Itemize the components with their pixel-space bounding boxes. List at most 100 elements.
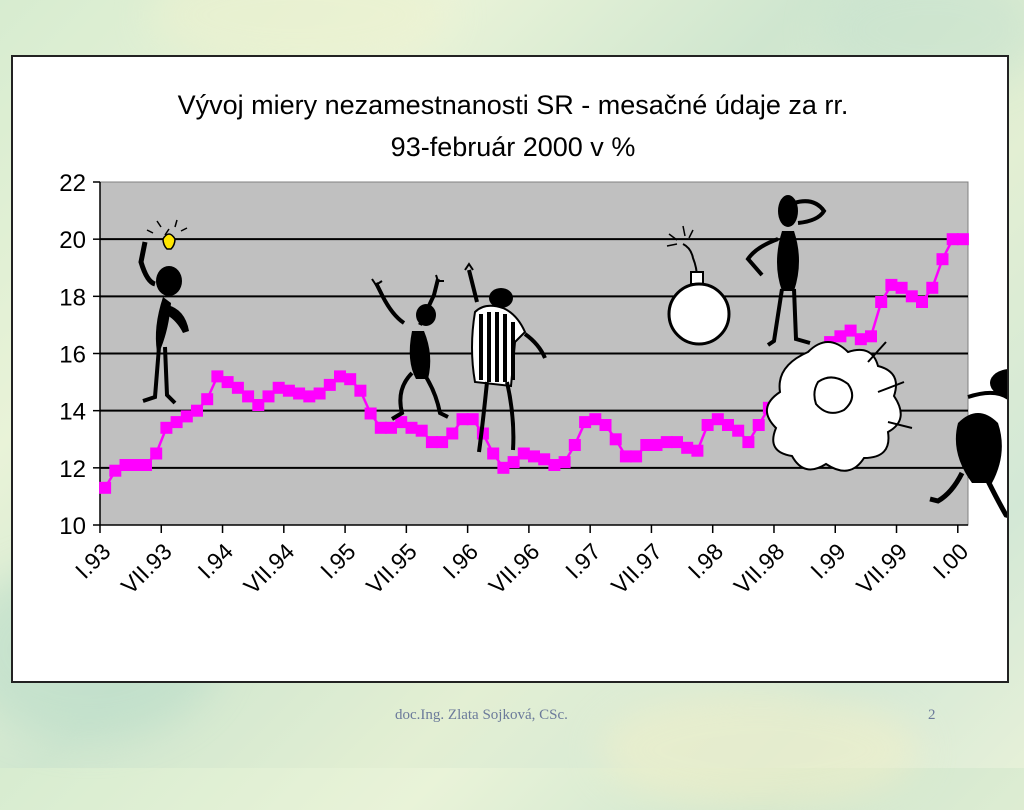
y-tick-label: 14 — [59, 399, 86, 426]
x-tick-label: I.93 — [70, 538, 116, 584]
data-point — [722, 419, 734, 431]
data-point — [936, 253, 949, 266]
data-point — [221, 376, 234, 389]
data-point — [252, 399, 265, 411]
data-point — [191, 404, 203, 417]
data-point — [150, 447, 163, 460]
chart-title-line-1: Vývoj miery nezamestnanosti SR - mesačné… — [178, 90, 849, 120]
x-tick-label: I.99 — [805, 538, 851, 584]
data-point — [640, 439, 653, 451]
data-point — [129, 459, 142, 471]
data-point — [456, 413, 469, 426]
data-point — [354, 384, 367, 397]
data-point — [211, 370, 224, 383]
data-point — [946, 233, 959, 246]
bomb-icon — [666, 225, 731, 346]
data-point — [140, 459, 152, 471]
data-point — [303, 390, 316, 403]
data-point — [160, 421, 173, 434]
data-point — [425, 436, 438, 449]
running-figure-icon — [929, 369, 1007, 518]
chart-title-line-2: 93-február 2000 v % — [391, 132, 636, 162]
data-point — [497, 461, 510, 474]
data-point — [364, 407, 377, 420]
data-point — [538, 453, 551, 466]
x-tick-label: VII.95 — [361, 538, 422, 599]
data-point — [701, 419, 714, 431]
data-point — [875, 296, 888, 308]
data-point — [313, 387, 326, 400]
data-point — [558, 456, 571, 469]
data-point — [895, 281, 908, 294]
y-tick-label: 20 — [59, 227, 86, 254]
data-point — [844, 324, 857, 337]
footer-author: doc.Ing. Zlata Sojková, CSc. — [395, 707, 568, 723]
explosion-cloud-icon — [766, 341, 913, 472]
x-tick-label: I.97 — [560, 538, 606, 584]
data-point — [282, 384, 295, 397]
data-point — [262, 390, 275, 403]
data-point — [242, 390, 255, 403]
data-point — [671, 436, 683, 449]
data-point — [415, 424, 428, 437]
data-point — [926, 281, 939, 294]
data-point — [395, 416, 408, 429]
data-point — [487, 447, 500, 460]
x-tick-label: I.96 — [438, 538, 484, 584]
data-point — [99, 481, 112, 494]
page-number: 2 — [928, 707, 936, 723]
y-tick-label: 18 — [59, 284, 86, 311]
data-point — [752, 419, 765, 431]
x-tick-label: I.98 — [683, 538, 729, 584]
data-point — [619, 450, 632, 463]
data-point — [660, 436, 673, 449]
data-point — [323, 378, 336, 391]
y-tick-label: 22 — [59, 170, 86, 197]
data-point — [344, 373, 357, 386]
data-point — [446, 427, 459, 440]
x-tick-label: VII.98 — [729, 538, 790, 599]
data-point — [374, 421, 387, 434]
y-tick-label: 12 — [59, 456, 86, 483]
data-point — [405, 421, 418, 434]
x-tick-label: I.95 — [315, 538, 361, 584]
x-tick-label: I.00 — [928, 538, 974, 584]
line-chart: Vývoj miery nezamestnanosti SR - mesačné… — [59, 90, 1007, 599]
y-tick-label: 16 — [59, 342, 86, 369]
data-point — [956, 233, 969, 246]
data-point — [231, 381, 244, 394]
data-point — [466, 413, 479, 426]
x-tick-label: VII.96 — [484, 538, 545, 599]
data-point — [916, 296, 928, 308]
idea-lightbulb-figure-icon — [138, 219, 189, 405]
data-point — [865, 330, 877, 343]
x-tick-label: VII.94 — [238, 538, 299, 599]
data-point — [691, 444, 704, 457]
data-point — [905, 290, 918, 303]
data-point — [293, 387, 306, 400]
data-point — [854, 333, 867, 346]
head-scratching-figure-icon — [745, 195, 827, 347]
data-point — [732, 424, 745, 437]
data-point — [599, 419, 612, 431]
data-point — [885, 278, 898, 291]
data-point — [681, 441, 694, 454]
striped-shirt-figure-icon — [464, 262, 547, 453]
cheering-figure-icon — [371, 274, 449, 421]
x-axis: I.93 VII.93 I.94 VII.94 I.95 VII.95 I.96 VII.96… — [70, 524, 974, 599]
data-point — [119, 459, 132, 471]
y-tick-label: 10 — [59, 513, 86, 540]
x-tick-label: VII.93 — [116, 538, 177, 599]
data-point — [650, 439, 663, 451]
data-point — [436, 436, 449, 449]
data-point — [109, 464, 122, 477]
x-tick-label: I.94 — [193, 538, 239, 584]
y-axis: 10 12 14 16 18 20 22 — [59, 170, 101, 540]
data-point — [517, 447, 530, 460]
data-point — [180, 410, 193, 423]
data-point — [834, 330, 847, 343]
x-tick-label: VII.97 — [606, 538, 667, 599]
data-point — [711, 413, 724, 426]
data-point — [589, 413, 602, 426]
data-point — [630, 450, 643, 463]
